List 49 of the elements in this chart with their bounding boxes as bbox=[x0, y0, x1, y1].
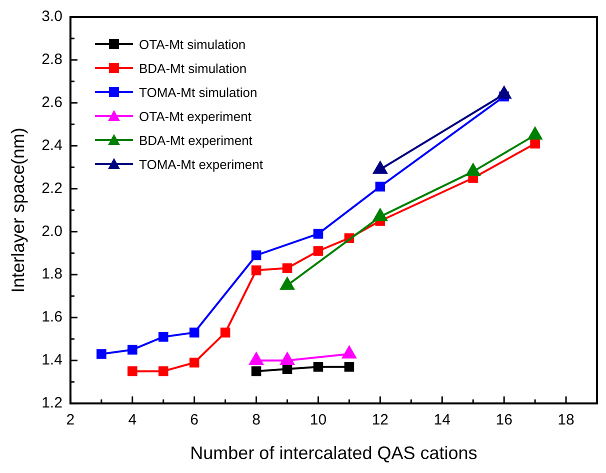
point bbox=[313, 362, 324, 372]
point bbox=[528, 127, 542, 140]
point bbox=[313, 246, 324, 256]
point bbox=[158, 366, 168, 376]
y-tick-label: 1.2 bbox=[42, 394, 62, 412]
y-tick-label: 1.4 bbox=[42, 352, 62, 369]
x-tick-label: 2 bbox=[66, 412, 75, 429]
point bbox=[282, 364, 292, 374]
point bbox=[251, 366, 262, 376]
x-tick-label: 12 bbox=[372, 412, 389, 429]
legend-label: OTA-Mt simulation bbox=[139, 36, 246, 52]
point bbox=[158, 332, 168, 342]
x-axis-title: Number of intercalated QAS cations bbox=[190, 443, 478, 464]
point bbox=[373, 208, 388, 222]
x-tick-label: 8 bbox=[252, 412, 260, 429]
point bbox=[251, 250, 262, 260]
point bbox=[96, 349, 106, 359]
x-tick-label: 10 bbox=[310, 412, 327, 429]
x-tick-label: 16 bbox=[496, 412, 512, 429]
x-tick-label: 4 bbox=[128, 412, 137, 429]
legend-label: TOMA-Mt experiment bbox=[139, 156, 264, 172]
x-tick-label: 6 bbox=[190, 412, 199, 429]
legend-label: TOMA-Mt simulation bbox=[139, 84, 258, 100]
y-tick-label: 2.0 bbox=[42, 222, 62, 240]
point bbox=[344, 362, 354, 372]
legend-label: BDA-Mt experiment bbox=[139, 132, 252, 148]
x-tick-label: 18 bbox=[558, 412, 574, 429]
point bbox=[251, 265, 262, 276]
y-tick-label: 2.2 bbox=[42, 180, 62, 197]
legend-label: OTA-Mt experiment bbox=[139, 108, 252, 124]
point bbox=[189, 358, 200, 368]
point bbox=[313, 228, 324, 239]
point bbox=[530, 138, 540, 149]
y-tick-label: 1.6 bbox=[42, 308, 62, 326]
point bbox=[466, 164, 480, 176]
y-tick-label: 1.8 bbox=[42, 266, 62, 283]
y-tick-label: 2.6 bbox=[42, 94, 62, 112]
point bbox=[375, 182, 386, 192]
legend-label: BDA-Mt simulation bbox=[139, 60, 247, 76]
y-tick-label: 2.8 bbox=[42, 51, 62, 68]
point bbox=[189, 328, 200, 338]
point bbox=[128, 366, 138, 376]
point bbox=[282, 263, 292, 274]
y-axis-title: Interlayer space(nm) bbox=[8, 128, 28, 293]
point bbox=[220, 328, 230, 338]
y-tick-label: 3.0 bbox=[42, 8, 62, 26]
x-tick-label: 14 bbox=[434, 412, 450, 429]
point bbox=[128, 344, 138, 355]
y-tick-label: 2.4 bbox=[42, 136, 62, 154]
